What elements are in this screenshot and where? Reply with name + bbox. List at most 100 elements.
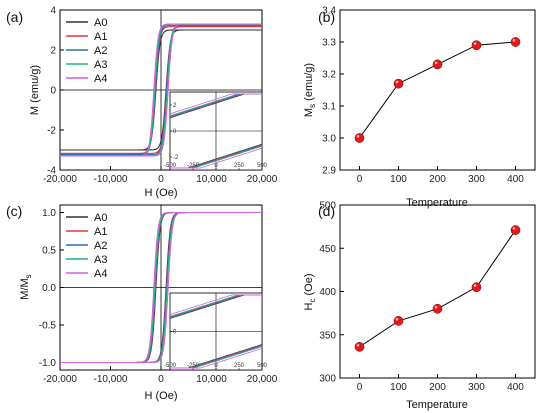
panel-b-xlabel: Temperature	[406, 197, 468, 209]
legend-label-A4: A4	[94, 268, 107, 280]
data-point	[393, 316, 404, 326]
data-point	[510, 37, 521, 47]
y-tick-label: 450	[319, 244, 336, 255]
panel-c-label: (c)	[6, 203, 22, 219]
series-line	[359, 41, 516, 139]
y-tick-label: -4	[47, 166, 56, 177]
inset-x-tick-label: 250	[234, 163, 245, 169]
legend-label-A1: A1	[94, 226, 107, 238]
panel-d-series	[354, 225, 521, 352]
y-tick-label: 4	[50, 6, 56, 17]
y-tick-label: 2	[50, 46, 56, 57]
y-tick-label: 0.0	[42, 283, 56, 294]
panel-c-xlabel: H (Oe)	[145, 390, 178, 402]
series-A4-branch	[60, 23, 262, 157]
inset-y-tick-label: -2	[173, 155, 179, 161]
y-tick-label: 350	[319, 330, 336, 341]
inset-x-tick-label: -500	[164, 363, 177, 369]
data-point	[510, 225, 521, 235]
panel-d-xlabel: Temperature	[406, 399, 468, 411]
data-point	[471, 282, 482, 293]
x-tick-label: -20,000	[43, 374, 77, 385]
x-tick-label: 0	[357, 174, 363, 185]
x-tick-label: 300	[468, 382, 485, 393]
x-tick-label: 0	[357, 382, 363, 393]
inset-y-tick-label: 0	[173, 330, 177, 336]
y-tick-label: 300	[319, 374, 336, 385]
legend-label-A1: A1	[94, 31, 107, 43]
x-tick-label: 10,000	[196, 174, 227, 185]
y-tick-label: -1.0	[39, 358, 57, 369]
x-tick-label: 200	[429, 382, 446, 393]
x-tick-label: -20,000	[43, 174, 77, 185]
data-point	[393, 78, 404, 89]
panel-b-frame	[339, 9, 536, 171]
y-tick-label: 0.5	[42, 246, 56, 257]
series-A0-branch	[60, 29, 262, 151]
y-tick-label: 1.0	[42, 208, 56, 219]
legend-label-A0: A0	[94, 212, 107, 224]
x-tick-label: 100	[390, 174, 407, 185]
x-tick-label: 0	[158, 174, 164, 185]
y-tick-label: 2.9	[322, 166, 336, 177]
data-point-highlight	[434, 305, 438, 309]
inset-x-tick-label: 0	[214, 163, 218, 169]
x-tick-label: 10,000	[196, 374, 227, 385]
inset-x-tick-label: 500	[257, 163, 268, 169]
panel-a-ylabel: M (emu/g)	[29, 65, 41, 115]
inset-series-A4	[170, 348, 263, 369]
panel-a-xlabel: H (Oe)	[145, 187, 178, 199]
data-point-highlight	[356, 343, 360, 347]
data-point	[432, 303, 443, 314]
data-point-highlight	[512, 39, 516, 42]
legend-label-A2: A2	[94, 240, 107, 252]
panel-d-label: (d)	[318, 203, 335, 219]
data-point-highlight	[395, 318, 399, 321]
inset-y-tick-label: 0	[173, 129, 177, 135]
inset-x-tick-label: 0	[214, 363, 218, 369]
data-point-highlight	[512, 227, 516, 230]
panel-b-ylabel: Ms (emu/g)	[303, 63, 317, 117]
data-point	[354, 342, 365, 352]
legend-label-A2: A2	[94, 45, 107, 57]
panel-b-ticks: 0 100 200 300 400 2.9 3.0 3.1 3.2 3.3 3.4	[322, 6, 524, 186]
panel-d: (d) 0 100 200 300 400 300 350 400 450 500 Tempera…	[303, 201, 536, 411]
y-tick-label: 3.3	[322, 38, 336, 49]
x-tick-label: 100	[390, 382, 407, 393]
panel-c-ylabel: M/Ms	[19, 274, 33, 299]
panel-d-frame	[339, 204, 536, 379]
panel-c: (c) -20,000 -10,000 0 10,000 20,000 -1.0 -0.5 0…	[6, 203, 278, 402]
inset-x-tick-label: -500	[164, 163, 177, 169]
legend-label-A0: A0	[94, 17, 107, 29]
inset-y-tick-label: 2	[173, 103, 177, 109]
panel-b: (b) 0 100 200 300 400 2.9 3.0 3.1 3.2 3.3 3.4 Temp…	[303, 6, 536, 209]
panel-d-ticks: 0 100 200 300 400 300 350 400 450 500	[319, 201, 524, 394]
data-point-highlight	[395, 80, 399, 84]
x-tick-label: 0	[158, 374, 164, 385]
series-A2-branch	[60, 24, 262, 156]
series-line	[359, 229, 516, 348]
x-tick-label: 400	[507, 174, 524, 185]
inset-series-A4	[170, 147, 263, 169]
x-tick-label: 20,000	[247, 374, 278, 385]
panel-a-curves	[60, 10, 262, 170]
legend-label-A3: A3	[94, 59, 107, 71]
panel-a-legend: A0 A1 A2 A3 A4	[66, 17, 107, 85]
data-point-highlight	[356, 135, 360, 138]
panel-a-label: (a)	[6, 9, 23, 25]
panel-c-legend: A0 A1 A2 A3 A4	[66, 212, 107, 280]
legend-label-A3: A3	[94, 254, 107, 266]
panel-b-label: (b)	[318, 9, 335, 25]
panel-b-series	[354, 37, 521, 143]
y-tick-label: 400	[319, 287, 336, 298]
x-tick-label: 20,000	[247, 174, 278, 185]
y-tick-label: 500	[319, 201, 336, 212]
panel-a-ticks: -20,000 -10,000 0 10,000 20,000 -4 -2 0 2 4	[43, 6, 278, 186]
x-tick-label: -10,000	[94, 374, 128, 385]
data-point-highlight	[473, 284, 477, 287]
data-point	[471, 40, 482, 51]
y-tick-label: 3.4	[322, 6, 336, 17]
y-tick-label: 3.1	[322, 102, 336, 113]
